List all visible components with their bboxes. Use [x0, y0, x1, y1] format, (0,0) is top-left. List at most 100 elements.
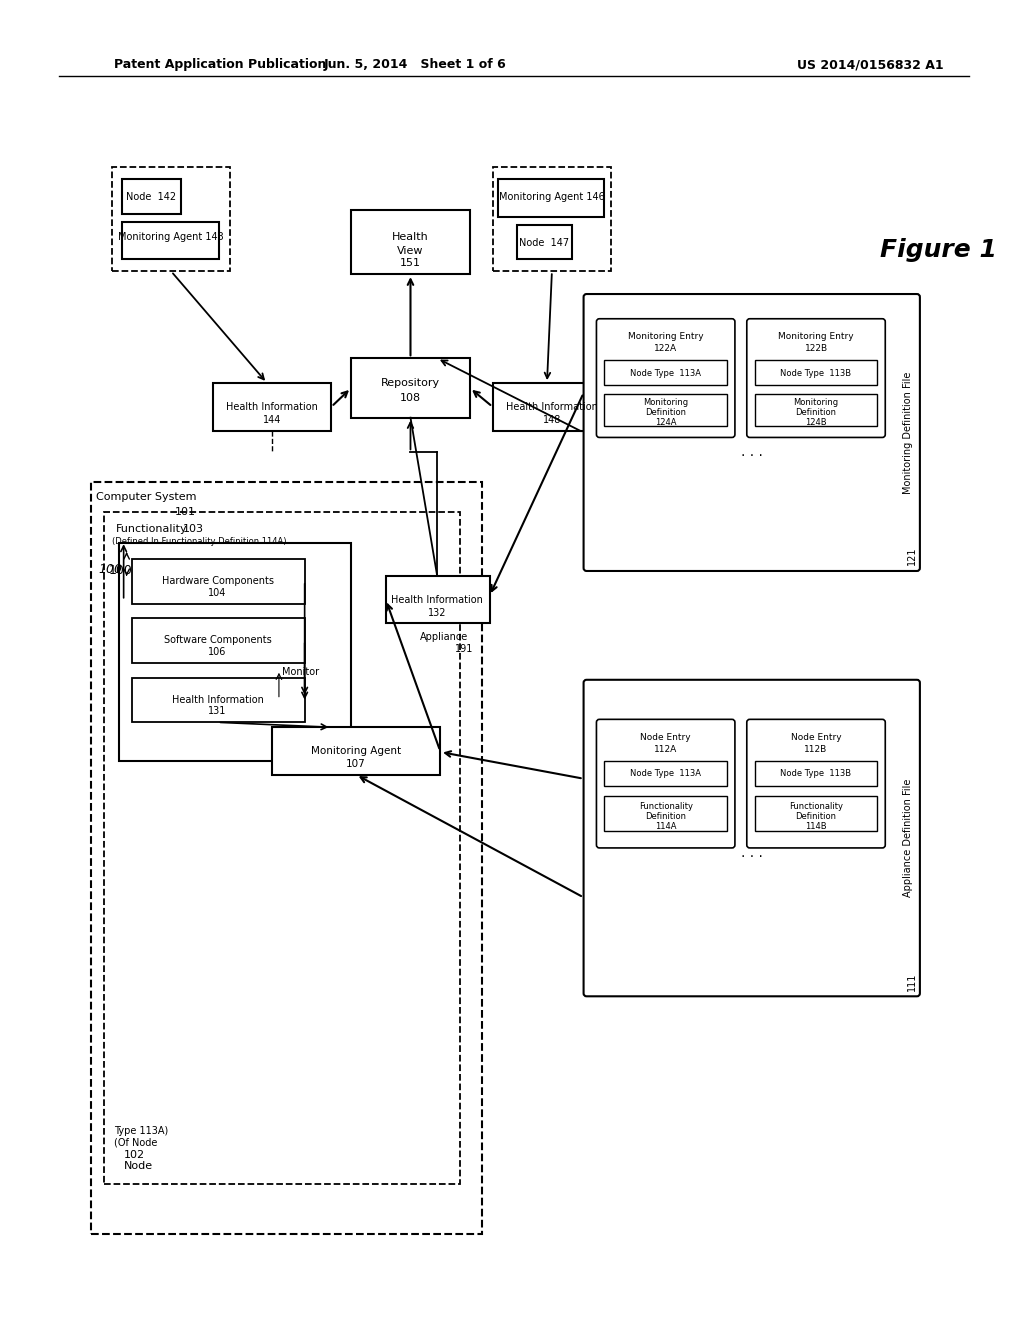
Text: 100: 100 [98, 562, 123, 576]
Text: 144: 144 [263, 414, 282, 425]
Text: 106: 106 [209, 647, 226, 657]
Text: Figure 1: Figure 1 [881, 238, 997, 261]
Bar [213, 383, 332, 430]
Text: 124B: 124B [805, 418, 826, 428]
Bar [131, 619, 305, 663]
Bar [493, 383, 611, 430]
Bar [604, 393, 727, 425]
Bar [112, 168, 230, 272]
Text: 100: 100 [109, 565, 133, 577]
Text: Monitoring Definition File: Monitoring Definition File [903, 371, 913, 494]
Text: 151: 151 [400, 259, 421, 268]
Text: Monitoring: Monitoring [643, 399, 688, 408]
Text: Node  142: Node 142 [126, 193, 176, 202]
Text: 122B: 122B [805, 345, 827, 352]
Bar [755, 796, 878, 832]
Bar [604, 796, 727, 832]
Text: Node Entry: Node Entry [791, 733, 842, 742]
Text: 124A: 124A [655, 418, 677, 428]
Text: Monitoring Entry: Monitoring Entry [778, 333, 854, 341]
Bar [351, 358, 470, 417]
Text: 103: 103 [183, 524, 204, 535]
Text: Appliance Definition File: Appliance Definition File [903, 779, 913, 898]
Text: 191: 191 [455, 644, 473, 655]
Text: 108: 108 [400, 393, 421, 403]
Text: Appliance: Appliance [421, 632, 469, 643]
Text: Definition: Definition [796, 812, 837, 821]
Text: Health Information: Health Information [172, 694, 263, 705]
Text: 131: 131 [209, 706, 226, 717]
Bar [103, 512, 460, 1184]
Text: Repository: Repository [381, 378, 440, 388]
Bar [517, 224, 571, 260]
FancyBboxPatch shape [596, 318, 735, 437]
Text: Computer System: Computer System [96, 492, 197, 502]
Text: 132: 132 [428, 607, 446, 618]
Text: Monitoring Entry: Monitoring Entry [628, 333, 703, 341]
Text: Functionality: Functionality [116, 524, 187, 535]
FancyBboxPatch shape [746, 719, 886, 847]
Text: Functionality: Functionality [790, 801, 843, 810]
Bar [131, 560, 305, 603]
Bar [91, 482, 481, 1234]
Text: 112B: 112B [805, 744, 827, 754]
Text: . . .: . . . [740, 445, 763, 459]
Text: Jun. 5, 2014   Sheet 1 of 6: Jun. 5, 2014 Sheet 1 of 6 [324, 58, 507, 71]
Bar [755, 760, 878, 785]
Bar [386, 576, 489, 623]
Text: Node Type  113A: Node Type 113A [630, 368, 701, 378]
Text: US 2014/0156832 A1: US 2014/0156832 A1 [797, 58, 944, 71]
Text: Patent Application Publication: Patent Application Publication [114, 58, 326, 71]
Text: (Of Node: (Of Node [114, 1138, 157, 1147]
Text: Health Information: Health Information [506, 401, 598, 412]
Text: 122A: 122A [654, 345, 677, 352]
Text: Definition: Definition [645, 408, 686, 417]
Text: 111: 111 [907, 973, 916, 990]
Text: 148: 148 [543, 414, 561, 425]
Text: Software Components: Software Components [164, 635, 271, 645]
Text: Monitoring: Monitoring [794, 399, 839, 408]
Text: Hardware Components: Hardware Components [162, 576, 273, 586]
FancyBboxPatch shape [584, 294, 920, 572]
Bar [122, 222, 218, 260]
Text: Node: Node [124, 1162, 153, 1171]
Text: Definition: Definition [796, 408, 837, 417]
Text: Health Information: Health Information [391, 595, 483, 605]
Bar [122, 180, 181, 214]
Text: . . .: . . . [740, 846, 763, 859]
Text: 114A: 114A [655, 821, 677, 830]
Text: Definition: Definition [645, 812, 686, 821]
FancyBboxPatch shape [746, 318, 886, 437]
Bar [755, 360, 878, 385]
Text: Monitoring Agent: Monitoring Agent [311, 746, 401, 756]
Text: 107: 107 [346, 759, 366, 768]
Bar [272, 727, 440, 775]
Text: Node Type  113B: Node Type 113B [780, 368, 852, 378]
Text: Type 113A): Type 113A) [114, 1126, 168, 1135]
Text: Node  147: Node 147 [519, 238, 569, 248]
Text: 104: 104 [209, 587, 226, 598]
FancyBboxPatch shape [584, 680, 920, 997]
Bar [351, 210, 470, 275]
Text: View: View [397, 247, 424, 256]
FancyBboxPatch shape [596, 719, 735, 847]
Text: Health: Health [392, 231, 429, 242]
Bar [493, 168, 611, 272]
Text: 112A: 112A [654, 744, 677, 754]
Text: 101: 101 [175, 507, 196, 516]
Text: Functionality: Functionality [639, 801, 692, 810]
Bar [131, 677, 305, 722]
Text: Node Entry: Node Entry [640, 733, 691, 742]
Text: 114B: 114B [805, 821, 826, 830]
Bar [755, 393, 878, 425]
Text: Monitoring Agent 146: Monitoring Agent 146 [499, 193, 605, 202]
Text: Monitoring Agent 143: Monitoring Agent 143 [118, 231, 224, 242]
Bar [604, 760, 727, 785]
Text: Health Information: Health Information [226, 401, 317, 412]
Text: (Defined In Functionality Definition 114A): (Defined In Functionality Definition 114… [112, 537, 287, 545]
Bar [119, 544, 351, 760]
Text: 121: 121 [907, 546, 916, 565]
Text: Monitor: Monitor [282, 667, 319, 677]
Text: Node Type  113A: Node Type 113A [630, 770, 701, 779]
Bar [498, 180, 604, 216]
